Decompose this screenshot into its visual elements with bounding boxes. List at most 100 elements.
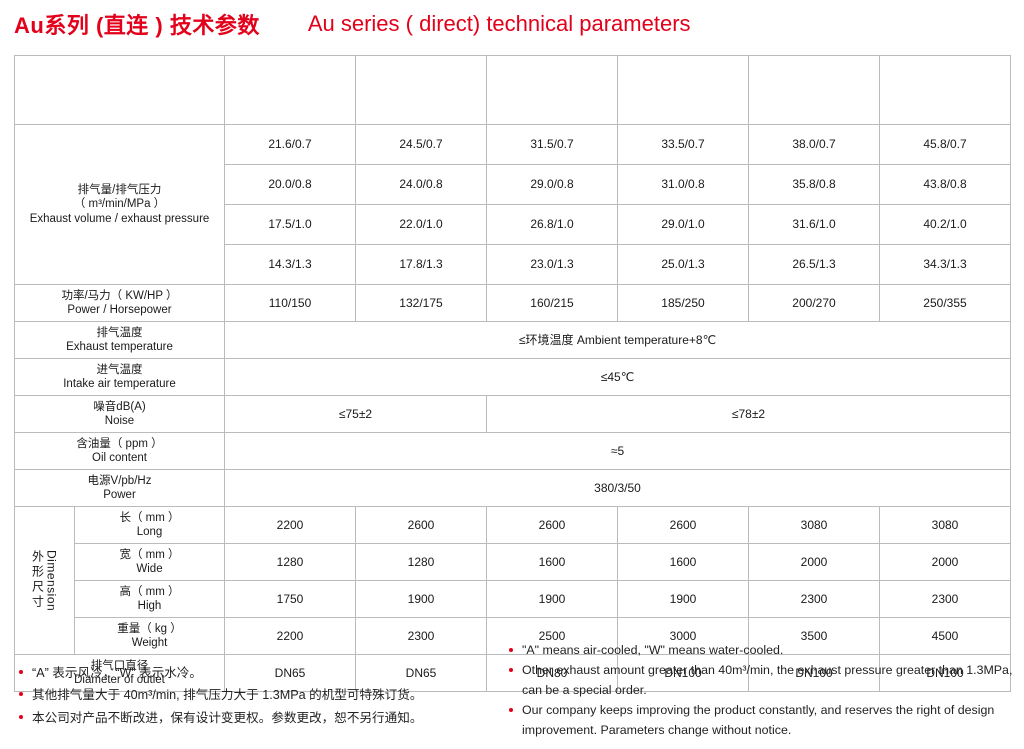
- row-label-power-supply: 电源V/pb/Hz Power: [14, 469, 225, 507]
- cell-exhaust-3-0: 14.3/1.3: [224, 244, 356, 285]
- row-label-dimension-high: 高（ mm ） High: [74, 580, 225, 618]
- row-label-intake-temperature: 进气温度 Intake air temperature: [14, 358, 225, 396]
- cell-dimension-wide-3: 1600: [617, 543, 749, 581]
- bullet-icon: [19, 692, 23, 697]
- table-header-row: 型号 Model 规格 Specifications Au-110A/W Au-…: [14, 55, 1011, 125]
- cell-dimension-long-1: 2600: [355, 506, 487, 544]
- row-label-dimension-weight: 重量（ kg ） Weight: [74, 617, 225, 655]
- cell-oil-content-value: ≈5: [224, 432, 1011, 470]
- footnote-cn-text: 本公司对产品不断改进，保有设计变更权。参数更改，恕不另行通知。: [32, 710, 423, 725]
- cell-exhaust-1-0: 20.0/0.8: [224, 164, 356, 205]
- cell-exhaust-2-2: 26.8/1.0: [486, 204, 618, 245]
- cell-exhaust-1-3: 31.0/0.8: [617, 164, 749, 205]
- footnote-cn-item: 其他排气量大于 40m³/min, 排气压力大于 1.3MPa 的机型可特殊订货…: [18, 684, 488, 706]
- page-title-bar: Au系列 (直连 ) 技术参数 Au series ( direct) tech…: [0, 0, 1024, 48]
- table-row-noise: 噪音dB(A) Noise ≤75±2 ≤78±2: [14, 395, 1011, 433]
- row-label-power-supply-cn: 电源V/pb/Hz: [87, 474, 152, 487]
- footnote-cn-item: “A” 表示风冷，“W” 表示水冷。: [18, 662, 488, 684]
- cell-dimension-wide-4: 2000: [748, 543, 880, 581]
- cell-exhaust-2-1: 22.0/1.0: [355, 204, 487, 245]
- row-label-intake-temperature-en: Intake air temperature: [63, 378, 176, 390]
- cell-exhaust-2-5: 40.2/1.0: [879, 204, 1011, 245]
- cell-exhaust-2-4: 31.6/1.0: [748, 204, 880, 245]
- cell-exhaust-0-2: 31.5/0.7: [486, 124, 618, 165]
- cell-dimension-wide-2: 1600: [486, 543, 618, 581]
- table-row-exhaust-temperature: 排气温度 Exhaust temperature ≤环境温度 Ambient t…: [14, 321, 1011, 359]
- row-label-noise-en: Noise: [104, 415, 135, 427]
- cell-exhaust-0-3: 33.5/0.7: [617, 124, 749, 165]
- footnote-en-item: Our company keeps improving the product …: [508, 700, 1013, 740]
- row-label-outlet-diameter-cn: 排气口直径: [90, 659, 149, 672]
- table-row-oil-content: 含油量（ ppm ） Oil content ≈5: [14, 432, 1011, 470]
- row-label-exhaust-temperature-en: Exhaust temperature: [66, 341, 173, 353]
- table-row-exhaust-0: 排气量/排气压力 （ m³/min/MPa ） Exhaust volume /…: [14, 124, 1011, 285]
- table-row-exhaust-3: 14.3/1.3 17.8/1.3 23.0/1.3 25.0/1.3 26.5…: [15, 244, 1011, 285]
- row-label-power-supply-en: Power: [103, 489, 136, 501]
- footnote-en-text: "A" means air-cooled, "W" means water-co…: [522, 643, 784, 657]
- cell-dimension-long-3: 2600: [617, 506, 749, 544]
- footnote-en-text: Other exhaust amount greater than 40m³/m…: [522, 663, 1013, 698]
- footnote-cn-item: 本公司对产品不断改进，保有设计变更权。参数更改，恕不另行通知。: [18, 707, 488, 729]
- table-row-dimension-long: 外形尺寸 Dimension 长（ mm ） Long 2200 2600 26…: [14, 506, 1011, 655]
- cell-power-supply-value: 380/3/50: [224, 469, 1011, 507]
- cell-power-5: 250/355: [879, 284, 1011, 322]
- cell-dimension-long-5: 3080: [879, 506, 1011, 544]
- row-label-power-en: Power / Horsepower: [67, 304, 172, 316]
- cell-dimension-high-4: 2300: [748, 580, 880, 618]
- cell-outlet-3: DN100: [617, 654, 749, 692]
- cell-dimension-weight-5: 4500: [879, 617, 1011, 655]
- cell-power-2: 160/215: [486, 284, 618, 322]
- row-label-dimension-long-cn: 长（ mm ）: [119, 511, 180, 524]
- footnote-en-text: Our company keeps improving the product …: [522, 703, 995, 738]
- cell-dimension-long-4: 3080: [748, 506, 880, 544]
- row-label-power: 功率/马力（ KW/HP ） Power / Horsepower: [14, 284, 225, 322]
- header-model-au-200: Au-200A/W: [748, 55, 880, 125]
- row-label-dimension-group-cn: 外形尺寸: [30, 550, 45, 611]
- cell-power-4: 200/270: [748, 284, 880, 322]
- header-spec-label: 规格 Specifications: [25, 88, 99, 118]
- row-label-dimension-wide: 宽（ mm ） Wide: [74, 543, 225, 581]
- cell-outlet-5: DN100: [879, 654, 1011, 692]
- cell-exhaust-3-4: 26.5/1.3: [748, 244, 880, 285]
- row-label-oil-content-en: Oil content: [92, 452, 147, 464]
- cell-power-0: 110/150: [224, 284, 356, 322]
- header-model-cn: 型号: [191, 61, 216, 75]
- cell-exhaust-0-5: 45.8/0.7: [879, 124, 1011, 165]
- header-model-au-110: Au-110A/W: [224, 55, 356, 125]
- footnotes-english: "A" means air-cooled, "W" means water-co…: [508, 640, 1013, 740]
- row-label-noise-cn: 噪音dB(A): [93, 400, 146, 413]
- table-row-dimension-wide: 宽（ mm ） Wide 1280 1280 1600 1600 2000 20…: [15, 543, 1011, 581]
- cell-outlet-0: DN65: [224, 654, 356, 692]
- cell-dimension-weight-2: 2500: [486, 617, 618, 655]
- header-corner-cell: 型号 Model 规格 Specifications: [14, 55, 225, 125]
- table-row-power: 功率/马力（ KW/HP ） Power / Horsepower 110/15…: [14, 284, 1011, 322]
- cell-exhaust-1-1: 24.0/0.8: [355, 164, 487, 205]
- row-label-dimension-weight-cn: 重量（ kg ）: [117, 622, 182, 635]
- table-row-power-supply: 电源V/pb/Hz Power 380/3/50: [14, 469, 1011, 507]
- cell-noise-right: ≤78±2: [486, 395, 1011, 433]
- cell-exhaust-3-3: 25.0/1.3: [617, 244, 749, 285]
- bullet-icon: [509, 647, 513, 652]
- page-title-chinese: Au系列 (直连 ) 技术参数: [14, 13, 260, 38]
- table-row-dimension-high: 高（ mm ） High 1750 1900 1900 1900 2300 23…: [15, 580, 1011, 618]
- cell-power-1: 132/175: [355, 284, 487, 322]
- page-title-english: Au series ( direct) technical parameters: [307, 11, 691, 36]
- bullet-icon: [19, 714, 23, 719]
- cell-exhaust-0-4: 38.0/0.7: [748, 124, 880, 165]
- row-label-exhaust-temperature: 排气温度 Exhaust temperature: [14, 321, 225, 359]
- header-model-au-132: Au-132A/W: [355, 55, 487, 125]
- bullet-icon: [19, 669, 23, 674]
- cell-exhaust-0-1: 24.5/0.7: [355, 124, 487, 165]
- cell-exhaust-3-5: 34.3/1.3: [879, 244, 1011, 285]
- row-label-power-cn: 功率/马力（ KW/HP ）: [61, 289, 178, 302]
- cell-exhaust-1-5: 43.8/0.8: [879, 164, 1011, 205]
- row-label-noise: 噪音dB(A) Noise: [14, 395, 225, 433]
- cell-dimension-high-2: 1900: [486, 580, 618, 618]
- row-label-dimension-wide-cn: 宽（ mm ）: [119, 548, 180, 561]
- row-label-exhaust-volume-cn: 排气量/排气压力: [77, 183, 162, 196]
- footnotes-chinese: “A” 表示风冷，“W” 表示水冷。 其他排气量大于 40m³/min, 排气压…: [18, 662, 488, 729]
- row-label-dimension-weight-en: Weight: [131, 637, 168, 649]
- footnote-cn-text: “A” 表示风冷，“W” 表示水冷。: [32, 666, 202, 680]
- row-label-dimension-long: 长（ mm ） Long: [74, 506, 225, 544]
- table-row-outlet-diameter: 排气口直径 Diameter of outlet DN65 DN65 DN80 …: [14, 654, 1011, 692]
